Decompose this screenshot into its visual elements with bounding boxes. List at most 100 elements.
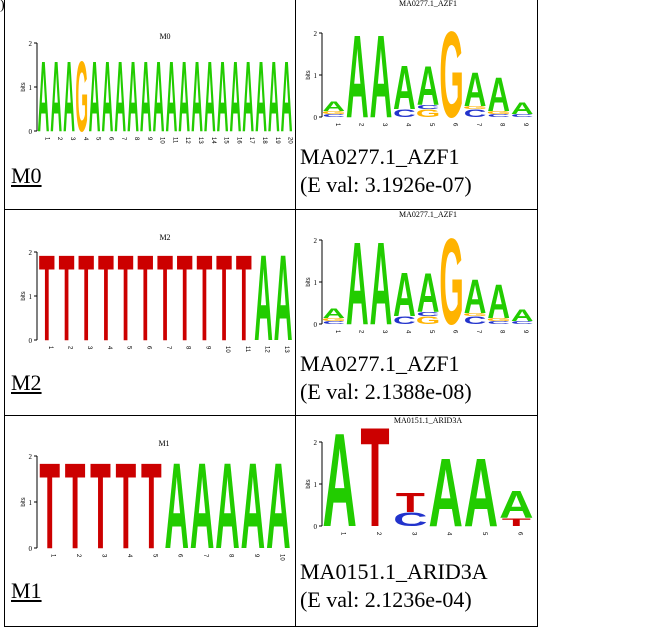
y-tick-label: 0 bbox=[29, 128, 33, 136]
position-label: 7 bbox=[475, 123, 481, 127]
position-label: 7 bbox=[475, 330, 481, 334]
position-label: 10 bbox=[224, 346, 230, 353]
query-sequence-logo: M2012bits T T T T T T T T T T T A A1 2 3 4 5 6 7 8 9 10 11 12 13 bbox=[5, 210, 295, 370]
y-tick-label: 1 bbox=[314, 72, 318, 80]
logo-title: MA0151.1_ARID3A bbox=[394, 416, 462, 425]
position-label: 8 bbox=[499, 123, 505, 127]
y-axis-label: bits bbox=[306, 70, 312, 79]
motif-comparison-table: M0 0 1 2 bits A A A G A A A A A A A A A A A A A A A A 1 2 3 4 5 6 7 8 9 10… bbox=[4, 0, 538, 627]
position-label: 1 bbox=[334, 123, 340, 127]
position-label: 13 bbox=[283, 346, 289, 353]
logo-letter: A bbox=[190, 439, 214, 575]
logo-letter: A bbox=[499, 484, 533, 527]
query-motif-link[interactable]: M2 bbox=[11, 370, 42, 396]
logo-letter: A bbox=[464, 269, 487, 324]
position-label: 14 bbox=[210, 137, 216, 144]
query-motif-cell: M2 0 1 2 bits T T T T T T T T T T T A A 1 2 3 4 5 6 7 8 9 10 11 12 13 … bbox=[5, 210, 296, 416]
logo-letter: A bbox=[393, 53, 416, 123]
match-eval: (E val: 3.1926e-07) bbox=[300, 172, 472, 198]
position-label: 18 bbox=[261, 137, 267, 144]
y-tick-label: 1 bbox=[314, 481, 318, 489]
logo-letter: T bbox=[360, 416, 389, 556]
query-motif-link[interactable]: M0 bbox=[11, 163, 42, 189]
logo-letter: T bbox=[65, 439, 86, 575]
logo-letter: T bbox=[39, 439, 60, 575]
query-motif-link[interactable]: M1 bbox=[11, 578, 42, 604]
logo-letter: G bbox=[439, 6, 463, 139]
position-label: 9 bbox=[522, 330, 528, 334]
query-sequence-logo: M1012bits T T T T T A A A A A1 2 3 4 5 6 7 8 9 10 bbox=[5, 416, 295, 576]
match-sequence-logo: MA0277.1_AZF1012bitsCGA A A CA GCA G CGA CGA CA1… bbox=[296, 210, 537, 350]
logo-letter: A bbox=[464, 62, 487, 117]
y-axis-label: bits bbox=[21, 82, 27, 91]
y-tick-label: 1 bbox=[29, 84, 33, 92]
logo-letter: T bbox=[116, 439, 137, 575]
logo-letter: A bbox=[241, 439, 265, 575]
position-label: 13 bbox=[197, 137, 203, 144]
match-eval: (E val: 2.1388e-08) bbox=[300, 379, 472, 405]
y-tick-label: 2 bbox=[314, 237, 318, 245]
position-label: 9 bbox=[522, 123, 528, 127]
position-label: 5 bbox=[428, 330, 434, 334]
y-tick-label: 1 bbox=[314, 279, 318, 287]
logo-letter: A bbox=[266, 439, 290, 575]
logo-letter: A bbox=[511, 99, 534, 118]
position-label: 3 bbox=[410, 532, 416, 536]
y-tick-label: 2 bbox=[29, 249, 33, 257]
logo-letter: A bbox=[370, 12, 393, 139]
logo-letter: T bbox=[90, 439, 111, 575]
logo-letter: A bbox=[370, 219, 393, 350]
y-tick-label: 0 bbox=[314, 523, 318, 531]
y-axis-label: bits bbox=[306, 277, 312, 286]
position-label: 4 bbox=[404, 330, 410, 334]
logo-letter: T bbox=[141, 439, 162, 575]
match-motif-name: MA0277.1_AZF1 bbox=[300, 351, 460, 377]
position-label: 8 bbox=[499, 330, 505, 334]
y-tick-label: 0 bbox=[29, 337, 33, 345]
position-label: 20 bbox=[287, 137, 293, 144]
logo-letter: A bbox=[393, 260, 416, 330]
match-motif-cell: MA0277.1_AZF1 0 1 2 bits C G A A A C A G C A G C G A C G A C A 1… bbox=[296, 210, 538, 416]
query-motif-cell: M1 0 1 2 bits T T T T T A A A A A 1 2 3 4 5 6 7 8 9 10 M1 bbox=[5, 416, 296, 627]
logo-letter: A bbox=[164, 439, 188, 575]
position-label: 6 bbox=[516, 532, 522, 536]
table-row: M1 0 1 2 bits T T T T T A A A A A 1 2 3 4 5 6 7 8 9 10 M1 MA0151… bbox=[5, 416, 538, 627]
position-label: 11 bbox=[244, 346, 250, 353]
y-tick-label: 1 bbox=[29, 499, 33, 507]
logo-letter: A bbox=[322, 306, 345, 321]
match-motif-name: MA0151.1_ARID3A bbox=[300, 559, 488, 585]
position-label: 11 bbox=[171, 137, 177, 144]
logo-letter: A bbox=[417, 261, 440, 324]
position-label: 17 bbox=[248, 137, 254, 144]
match-eval: (E val: 2.1236e-04) bbox=[300, 587, 472, 613]
logo-letter: A bbox=[346, 12, 369, 139]
y-axis-label: bits bbox=[306, 479, 312, 488]
query-motif-cell: M0 0 1 2 bits A A A G A A A A A A A A A A A A A A A A 1 2 3 4 5 6 7 8 9 10… bbox=[5, 0, 296, 210]
y-axis-label: bits bbox=[21, 291, 27, 300]
y-tick-label: 1 bbox=[29, 293, 33, 301]
logo-letter: A bbox=[511, 306, 534, 325]
position-label: 15 bbox=[223, 137, 229, 144]
position-label: 10 bbox=[159, 137, 165, 144]
logo-letter: A bbox=[464, 440, 498, 548]
logo-title: M0 bbox=[159, 32, 170, 41]
logo-letter: G bbox=[439, 213, 463, 350]
position-label: 19 bbox=[274, 137, 280, 144]
logo-letter: A bbox=[487, 67, 510, 122]
table-row: M2 0 1 2 bits T T T T T T T T T T T A A 1 2 3 4 5 6 7 8 9 10 11 12 13 … bbox=[5, 210, 538, 416]
logo-letter: A bbox=[417, 54, 440, 117]
y-tick-label: 2 bbox=[314, 30, 318, 38]
y-tick-label: 2 bbox=[29, 453, 33, 461]
y-tick-label: 0 bbox=[314, 114, 318, 122]
logo-letter: A bbox=[487, 274, 510, 329]
y-tick-label: 0 bbox=[314, 321, 318, 329]
logo-letter: A bbox=[215, 439, 239, 575]
y-tick-label: 0 bbox=[29, 545, 33, 553]
position-label: 12 bbox=[184, 137, 190, 144]
y-tick-label: 2 bbox=[29, 40, 33, 48]
logo-letter: A bbox=[346, 219, 369, 350]
match-motif-name: MA0277.1_AZF1 bbox=[300, 144, 460, 170]
position-label: 16 bbox=[235, 137, 241, 144]
